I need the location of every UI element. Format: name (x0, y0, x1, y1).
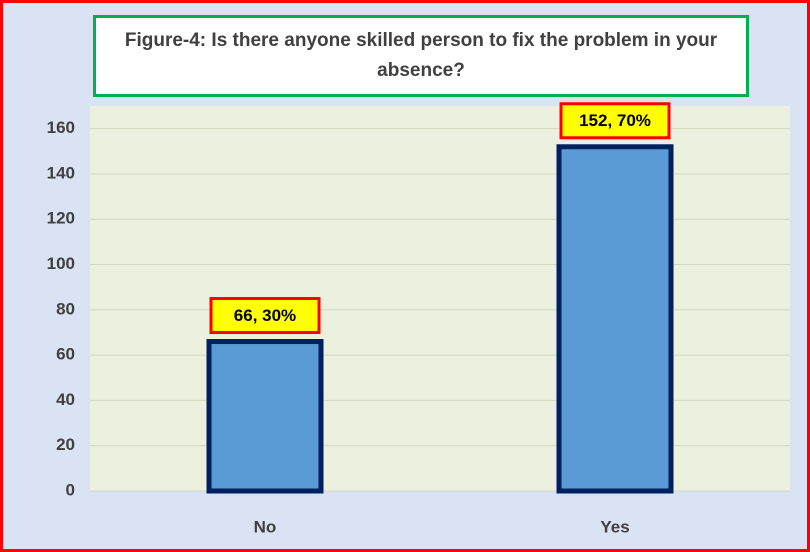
y-tick-label: 100 (47, 254, 75, 273)
plot-area (90, 106, 790, 491)
y-tick-label: 120 (47, 209, 75, 228)
y-tick-label: 40 (56, 390, 75, 409)
bar (556, 144, 674, 494)
y-tick-label: 0 (66, 480, 75, 499)
bar (206, 339, 324, 494)
chart-title: Figure-4: Is there anyone skilled person… (93, 15, 749, 97)
y-tick-label: 140 (47, 163, 75, 182)
x-tick-label: Yes (600, 517, 629, 536)
y-tick-label: 60 (56, 345, 75, 364)
data-label: 66, 30% (234, 306, 296, 325)
y-tick-label: 160 (47, 118, 75, 137)
x-tick-label: No (254, 517, 277, 536)
y-tick-label: 80 (56, 299, 75, 318)
data-label-box (209, 297, 321, 335)
data-label: 152, 70% (579, 111, 651, 130)
y-tick-label: 20 (56, 435, 75, 454)
data-label-box (559, 102, 671, 140)
